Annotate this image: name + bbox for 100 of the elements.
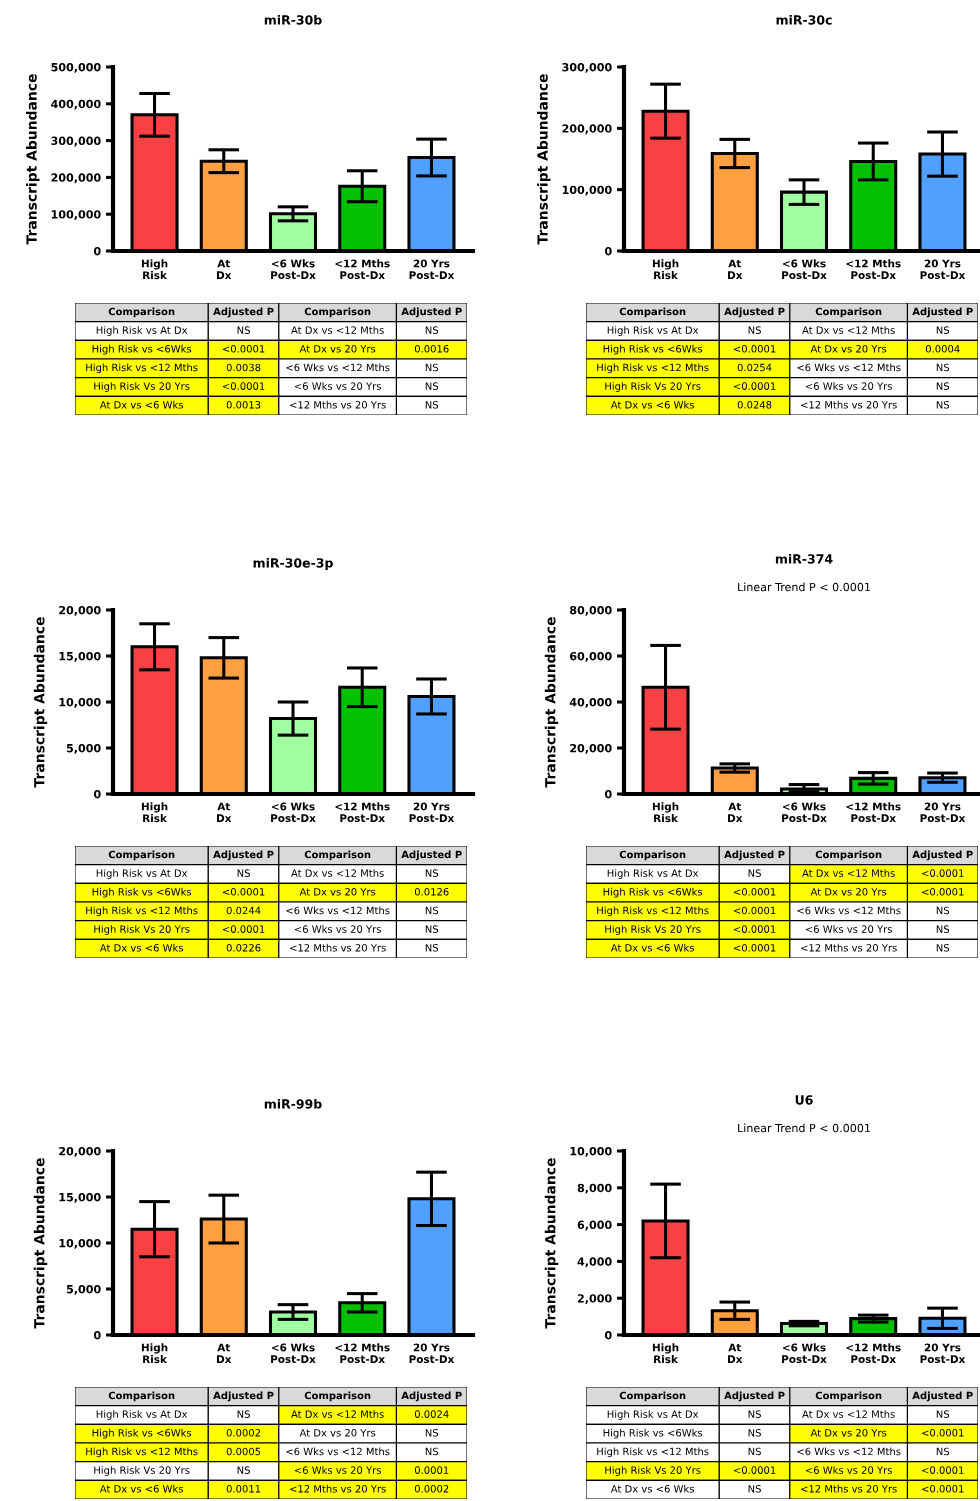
- text: <6 Wks vs <12 Mths: [797, 906, 901, 915]
- x-tick-label: <6 Wks Post-Dx: [782, 259, 827, 280]
- text: <6 Wks vs 20 Yrs: [805, 1466, 892, 1474]
- y-tick-label: 0: [604, 789, 612, 799]
- text: NS: [936, 382, 950, 390]
- category-label: Adjusted P: [724, 1391, 785, 1402]
- category-label: Comparison: [108, 307, 175, 318]
- text: NS: [748, 1429, 761, 1437]
- category-label: Comparison: [108, 850, 175, 861]
- text: NS: [748, 869, 761, 877]
- category-label: Adjusted P: [912, 850, 973, 861]
- text: 0.0002: [414, 1485, 449, 1493]
- text: NS: [425, 869, 439, 877]
- text: <0.0001: [222, 345, 265, 353]
- y-tick-label: 100,000: [562, 185, 612, 196]
- text: <12 Mths vs 20 Yrs: [801, 1484, 897, 1493]
- text: <12 Mths vs 20 Yrs: [801, 943, 897, 952]
- text: 0.0001: [414, 1466, 449, 1474]
- text: High Risk vs <6Wks: [92, 887, 192, 898]
- y-tick-label: 2,000: [577, 1294, 612, 1304]
- text: <6 Wks vs <12 Mths: [286, 906, 390, 915]
- category-label: Adjusted P: [401, 1391, 462, 1402]
- text: High Risk vs At Dx: [96, 326, 188, 336]
- text: At Dx vs <12 Mths: [291, 326, 384, 334]
- y-tick-label: 300,000: [51, 136, 101, 147]
- text: NS: [748, 326, 761, 334]
- y-tick-label: 20,000: [59, 605, 101, 616]
- chart-title: miR-374: [775, 553, 833, 564]
- text: NS: [425, 1447, 439, 1456]
- x-tick-label: 20 Yrs Post-Dx: [920, 802, 966, 823]
- text: 0.0024: [414, 1410, 449, 1418]
- text: High Risk vs <6Wks: [92, 344, 192, 355]
- y-axis-title: Transcript Abundance: [33, 1158, 48, 1329]
- x-tick-label: 20 Yrs Post-Dx: [409, 259, 455, 280]
- text: <6 Wks vs 20 Yrs: [294, 382, 381, 390]
- y-tick-label: 6,000: [577, 1220, 612, 1231]
- x-tick-label: <12 Mths Post-Dx: [846, 1343, 901, 1364]
- category-label: Comparison: [304, 1391, 371, 1402]
- text: NS: [936, 326, 950, 334]
- x-tick-label: <6 Wks Post-Dx: [782, 1343, 827, 1364]
- text: At Dx vs 20 Yrs: [810, 1429, 887, 1437]
- x-tick-label: High Risk: [141, 259, 168, 280]
- text: 0.0011: [226, 1485, 261, 1493]
- text: 0.0013: [226, 401, 261, 409]
- text: High Risk vs At Dx: [607, 1410, 699, 1420]
- y-axis-title: Transcript Abundance: [544, 1158, 559, 1329]
- x-tick-label: High Risk: [652, 1343, 679, 1364]
- text: High Risk Vs 20 Yrs: [605, 1466, 701, 1476]
- category-label: Comparison: [619, 850, 686, 861]
- y-tick-label: 400,000: [51, 99, 101, 110]
- text: High Risk vs <12 Mths: [86, 906, 198, 917]
- category-label: Comparison: [619, 1391, 686, 1402]
- x-tick-label: At Dx: [728, 259, 743, 279]
- text: <12 Mths vs 20 Yrs: [290, 400, 386, 409]
- text: High Risk vs <6Wks: [92, 1428, 192, 1439]
- y-axis-title: Transcript Abundance: [544, 617, 559, 788]
- category-label: Adjusted P: [912, 1391, 973, 1402]
- text: NS: [425, 925, 439, 933]
- text: High Risk Vs 20 Yrs: [94, 1466, 190, 1476]
- text: At Dx vs <6 Wks: [99, 400, 183, 409]
- y-tick-label: 0: [93, 246, 101, 256]
- text: <0.0001: [922, 1466, 964, 1474]
- text: High Risk vs <12 Mths: [597, 906, 709, 917]
- x-tick-label: 20 Yrs Post-Dx: [409, 802, 455, 823]
- text: <6 Wks vs 20 Yrs: [805, 925, 892, 933]
- text: High Risk vs At Dx: [96, 1410, 188, 1420]
- chart-title: miR-30e-3p: [253, 557, 333, 571]
- text: High Risk vs <6Wks: [603, 344, 703, 355]
- text: <12 Mths vs 20 Yrs: [801, 400, 897, 409]
- y-tick-label: 0: [604, 1330, 612, 1340]
- text: High Risk vs <12 Mths: [86, 1447, 198, 1458]
- category-label: Adjusted P: [912, 307, 973, 318]
- category-label: Adjusted P: [213, 1391, 274, 1402]
- text: At Dx vs <6 Wks: [99, 1484, 183, 1493]
- text: 0.0254: [737, 363, 772, 372]
- category-label: Adjusted P: [401, 850, 462, 861]
- text: <0.0001: [733, 345, 776, 353]
- x-tick-label: At Dx: [217, 1343, 232, 1363]
- text: At Dx vs <12 Mths: [802, 326, 895, 334]
- y-tick-label: 100,000: [51, 210, 101, 220]
- text: NS: [748, 1485, 761, 1493]
- text: NS: [425, 906, 439, 915]
- y-tick-label: 10,000: [59, 1238, 101, 1249]
- text: At Dx vs 20 Yrs: [299, 1429, 376, 1437]
- y-tick-label: 15,000: [59, 651, 101, 662]
- x-tick-label: High Risk: [652, 259, 679, 280]
- y-tick-label: 5,000: [66, 743, 101, 754]
- text: High Risk vs <6Wks: [603, 887, 703, 898]
- text: NS: [936, 1410, 950, 1418]
- text: NS: [425, 363, 439, 372]
- x-tick-label: 20 Yrs Post-Dx: [920, 1343, 966, 1364]
- x-tick-label: <6 Wks Post-Dx: [271, 259, 316, 280]
- text: At Dx vs 20 Yrs: [299, 345, 376, 353]
- y-tick-label: 15,000: [59, 1192, 101, 1203]
- text: 0.0005: [226, 1447, 261, 1456]
- x-tick-label: At Dx: [217, 802, 232, 822]
- category-label: Adjusted P: [213, 307, 274, 318]
- text: At Dx vs 20 Yrs: [810, 345, 887, 353]
- category-label: Comparison: [619, 307, 686, 318]
- x-tick-label: <6 Wks Post-Dx: [271, 1343, 316, 1364]
